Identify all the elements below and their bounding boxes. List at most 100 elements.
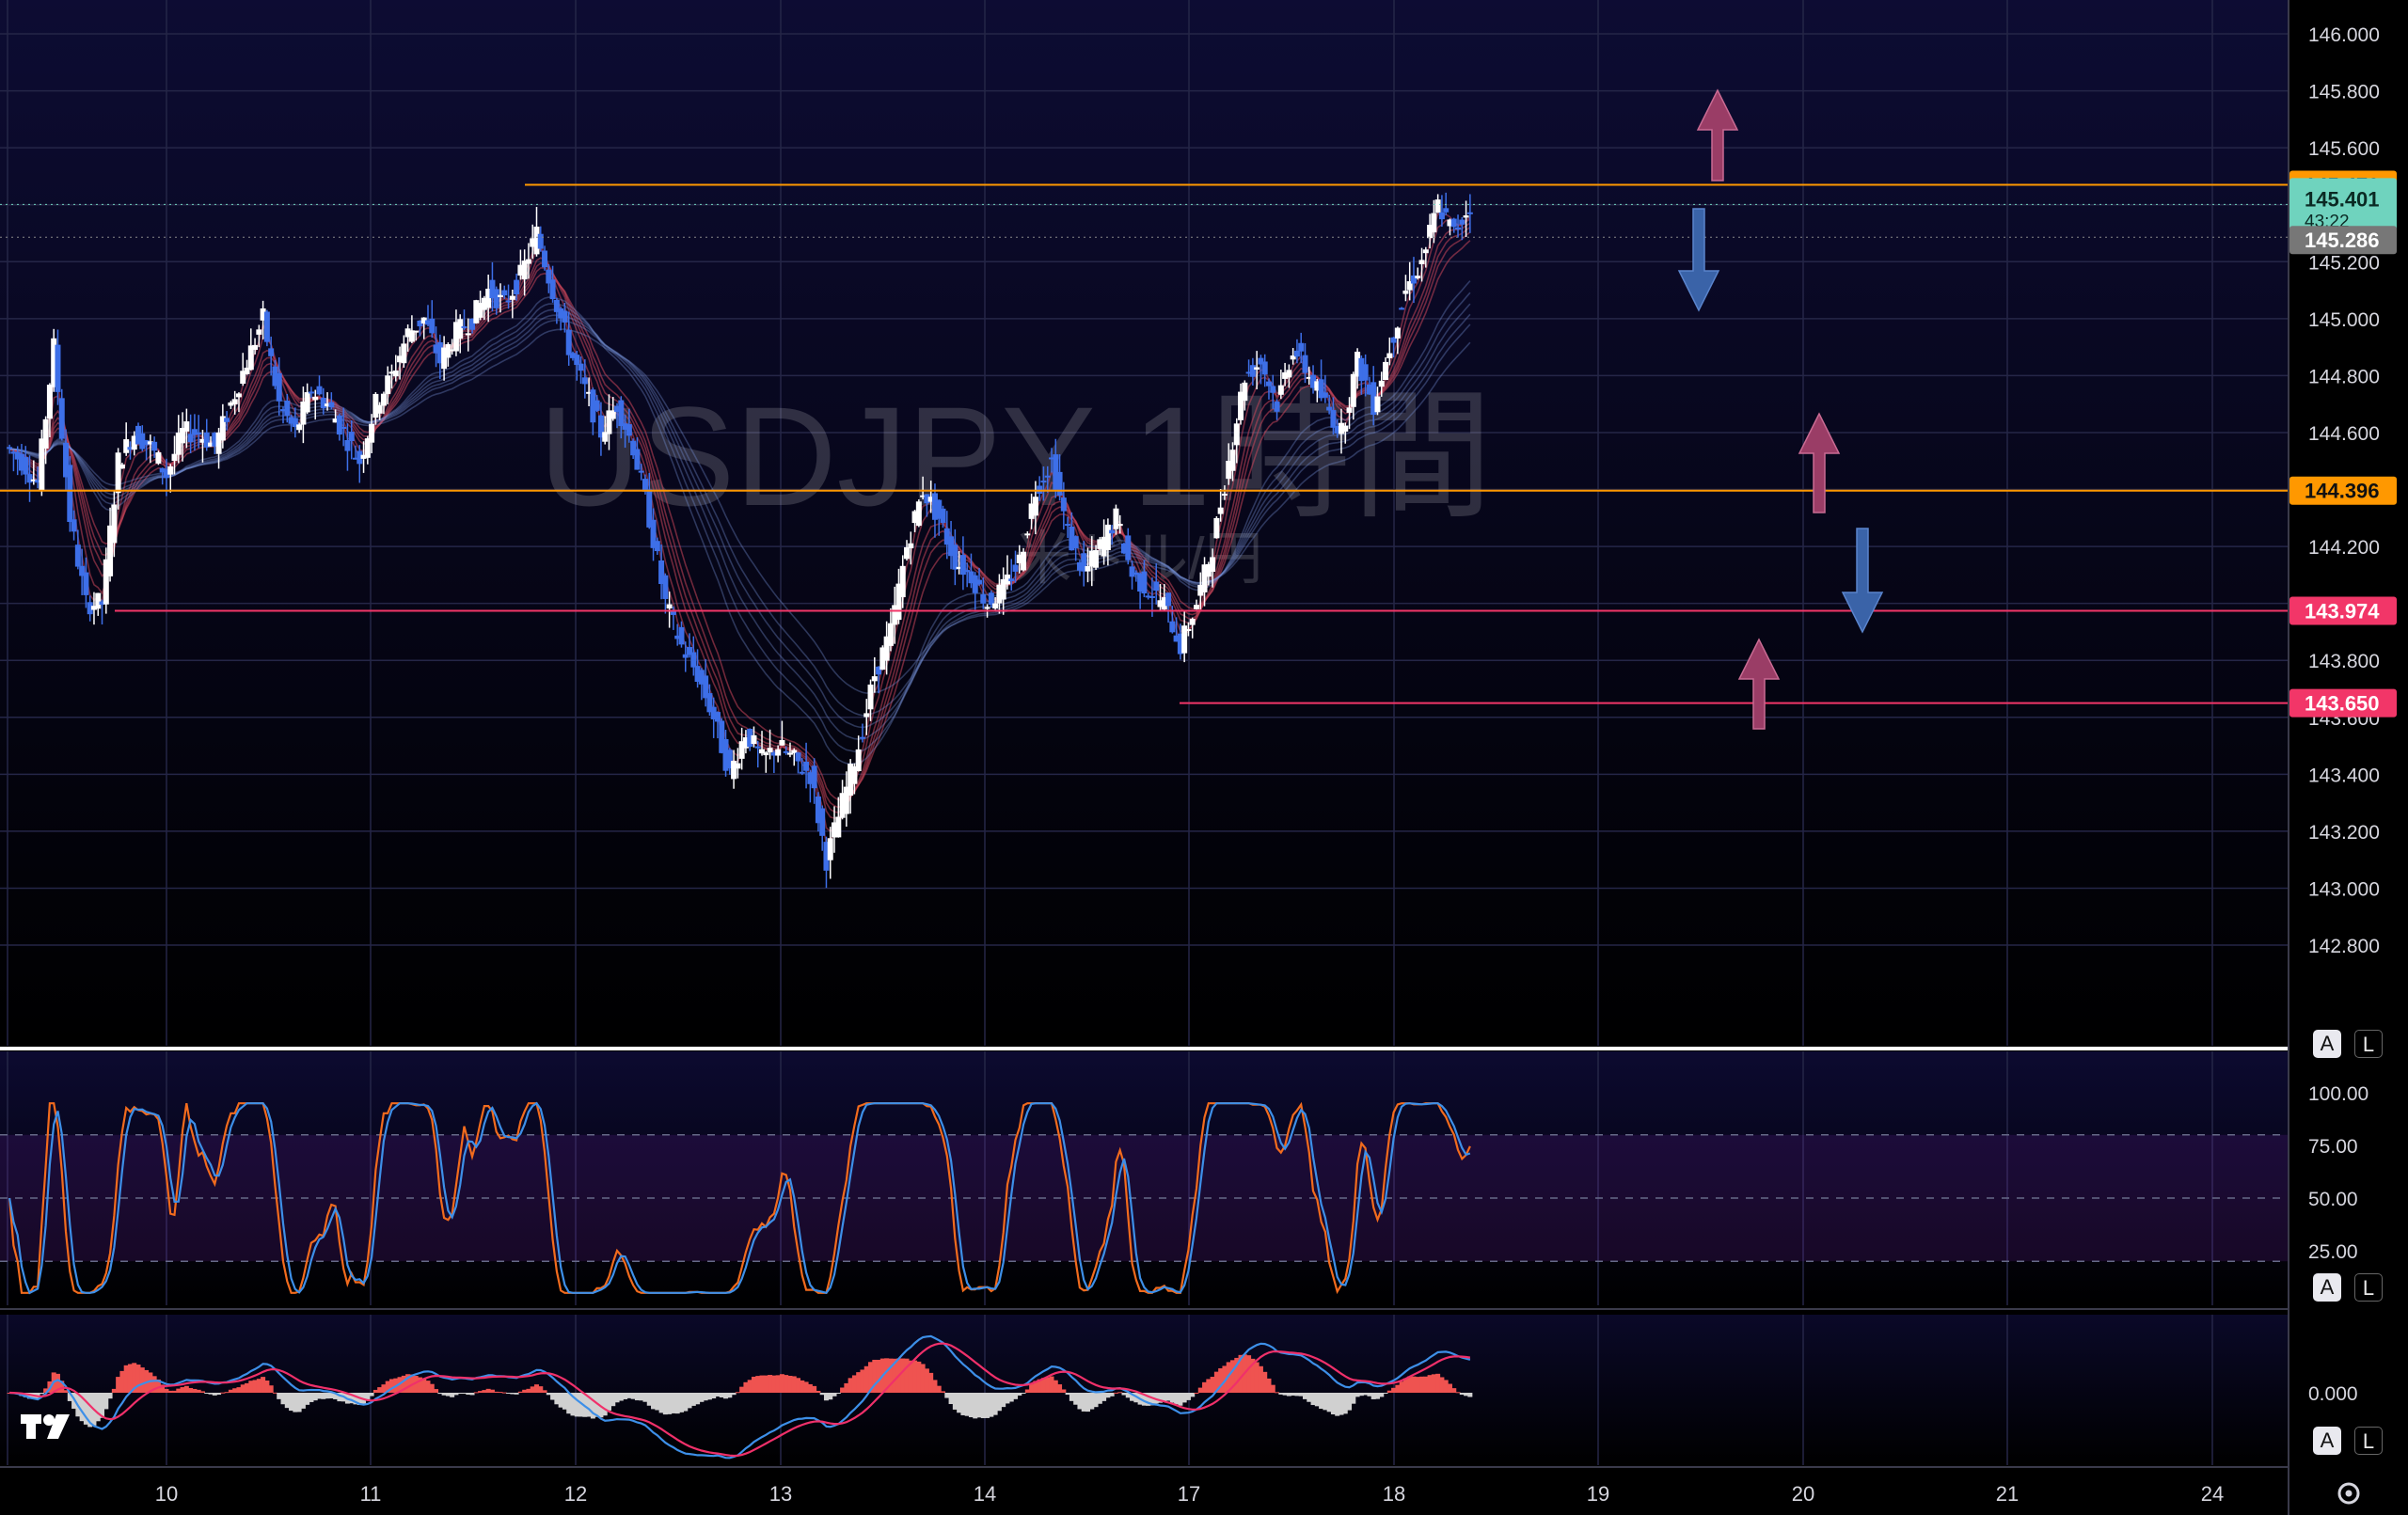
candle-body — [1189, 618, 1196, 625]
candle-body — [477, 303, 483, 318]
candle-body — [308, 391, 314, 394]
candle-body — [151, 441, 158, 451]
macd-histogram-bar — [1157, 1393, 1163, 1403]
candle-body — [558, 308, 564, 319]
candle-body — [1350, 373, 1356, 407]
macd-histogram-bar — [912, 1360, 918, 1393]
candle-body — [590, 389, 596, 423]
macd-histogram-bar — [176, 1388, 182, 1393]
macd-histogram-bar — [800, 1380, 805, 1393]
candle-body — [835, 816, 842, 838]
macd-histogram-bar — [1459, 1393, 1465, 1396]
macd-histogram-bar — [989, 1393, 994, 1417]
macd-histogram-bar — [1190, 1393, 1196, 1397]
candle-body — [348, 432, 355, 441]
macd-histogram-bar — [755, 1376, 761, 1393]
candle-body — [199, 438, 206, 443]
candle-body — [1161, 597, 1167, 610]
gear-icon[interactable] — [2337, 1482, 2360, 1505]
time-tick-label: 10 — [155, 1482, 178, 1506]
candle-body — [465, 333, 471, 336]
macd-histogram-bar — [832, 1393, 837, 1397]
candle-body — [18, 453, 24, 471]
candle-body — [420, 317, 427, 324]
macd-histogram-bar — [1069, 1393, 1074, 1401]
tradingview-logo[interactable] — [21, 1414, 70, 1439]
macd-histogram-bar — [1037, 1379, 1042, 1393]
macd-histogram-bar — [796, 1378, 801, 1393]
macd-histogram-bar — [256, 1379, 261, 1393]
candle-body — [876, 666, 882, 675]
candle-body — [1434, 199, 1441, 213]
macd-histogram-bar — [1402, 1378, 1408, 1393]
candle-body — [344, 440, 351, 451]
macd-histogram-bar — [542, 1390, 547, 1393]
time-tick-label: 21 — [1996, 1482, 2019, 1506]
macd-histogram-bar — [618, 1393, 624, 1401]
candle-body — [1318, 379, 1324, 399]
macd-histogram-bar — [1229, 1360, 1235, 1393]
log-scale-button-main[interactable]: L — [2354, 1030, 2383, 1058]
macd-histogram-bar — [739, 1386, 745, 1393]
candle-body — [1221, 493, 1228, 496]
candle-body — [215, 432, 222, 454]
candle-body — [666, 604, 673, 609]
macd-histogram-bar — [823, 1393, 829, 1401]
candle-body — [735, 763, 741, 769]
log-scale-button-macd[interactable]: L — [2354, 1427, 2383, 1455]
macd-histogram-bar — [771, 1375, 777, 1393]
auto-scale-button-main[interactable]: A — [2313, 1030, 2341, 1058]
stoch-pane-bg — [0, 1051, 2288, 1305]
candle-body — [364, 438, 371, 458]
candle-body — [626, 424, 632, 436]
macd-histogram-bar — [461, 1393, 467, 1395]
macd-histogram-bar — [333, 1393, 339, 1399]
macd-histogram-bar — [135, 1365, 141, 1393]
macd-histogram-bar — [775, 1375, 781, 1393]
macd-histogram-bar — [119, 1370, 125, 1393]
macd-histogram-bar — [574, 1393, 579, 1417]
macd-histogram-bar — [413, 1376, 419, 1393]
macd-pane-bg — [0, 1315, 2288, 1465]
macd-histogram-bar — [188, 1387, 194, 1393]
candle-body — [385, 375, 391, 395]
candle-body — [260, 308, 266, 321]
macd-histogram-bar — [1077, 1393, 1083, 1410]
macd-histogram-bar — [312, 1393, 318, 1401]
candle-body — [1358, 357, 1365, 382]
auto-scale-button-macd[interactable]: A — [2313, 1427, 2341, 1455]
candle-body — [803, 762, 810, 771]
candle-body — [328, 402, 335, 408]
candle-body — [763, 752, 769, 756]
macd-histogram-bar — [328, 1393, 334, 1399]
candle-body — [1141, 571, 1148, 594]
macd-histogram-bar — [1194, 1392, 1199, 1394]
macd-histogram-bar — [172, 1390, 178, 1393]
macd-histogram-bar — [1275, 1392, 1280, 1394]
candle-body — [159, 467, 166, 473]
candle-body — [1310, 374, 1317, 388]
candle-body — [1249, 365, 1256, 377]
candle-body — [654, 541, 660, 552]
candle-body — [1049, 457, 1055, 460]
time-axis[interactable]: 10 11 12 13 14 17 18 19 20 21 24 — [155, 1482, 2224, 1506]
macd-histogram-bar — [1423, 1376, 1429, 1393]
ema-line — [9, 328, 1471, 694]
candle-body — [614, 405, 621, 412]
auto-scale-button-stoch[interactable]: A — [2313, 1273, 2341, 1302]
stoch-tick-label: 75.00 — [2308, 1136, 2358, 1158]
macd-histogram-bar — [900, 1358, 906, 1393]
candle-body — [976, 579, 983, 585]
log-scale-button-stoch[interactable]: L — [2354, 1273, 2383, 1302]
macd-histogram-bar — [160, 1384, 166, 1393]
macd-histogram-bar — [1431, 1374, 1436, 1393]
price-tick-label: 142.800 — [2308, 936, 2380, 957]
macd-histogram-bar — [723, 1393, 729, 1399]
pane-separator-1[interactable] — [0, 1047, 2288, 1050]
candle-body — [51, 338, 57, 387]
candle-body — [424, 320, 431, 325]
macd-histogram-bar — [1347, 1393, 1353, 1411]
macd-histogram-bar — [305, 1393, 310, 1405]
candle-body — [95, 592, 102, 609]
